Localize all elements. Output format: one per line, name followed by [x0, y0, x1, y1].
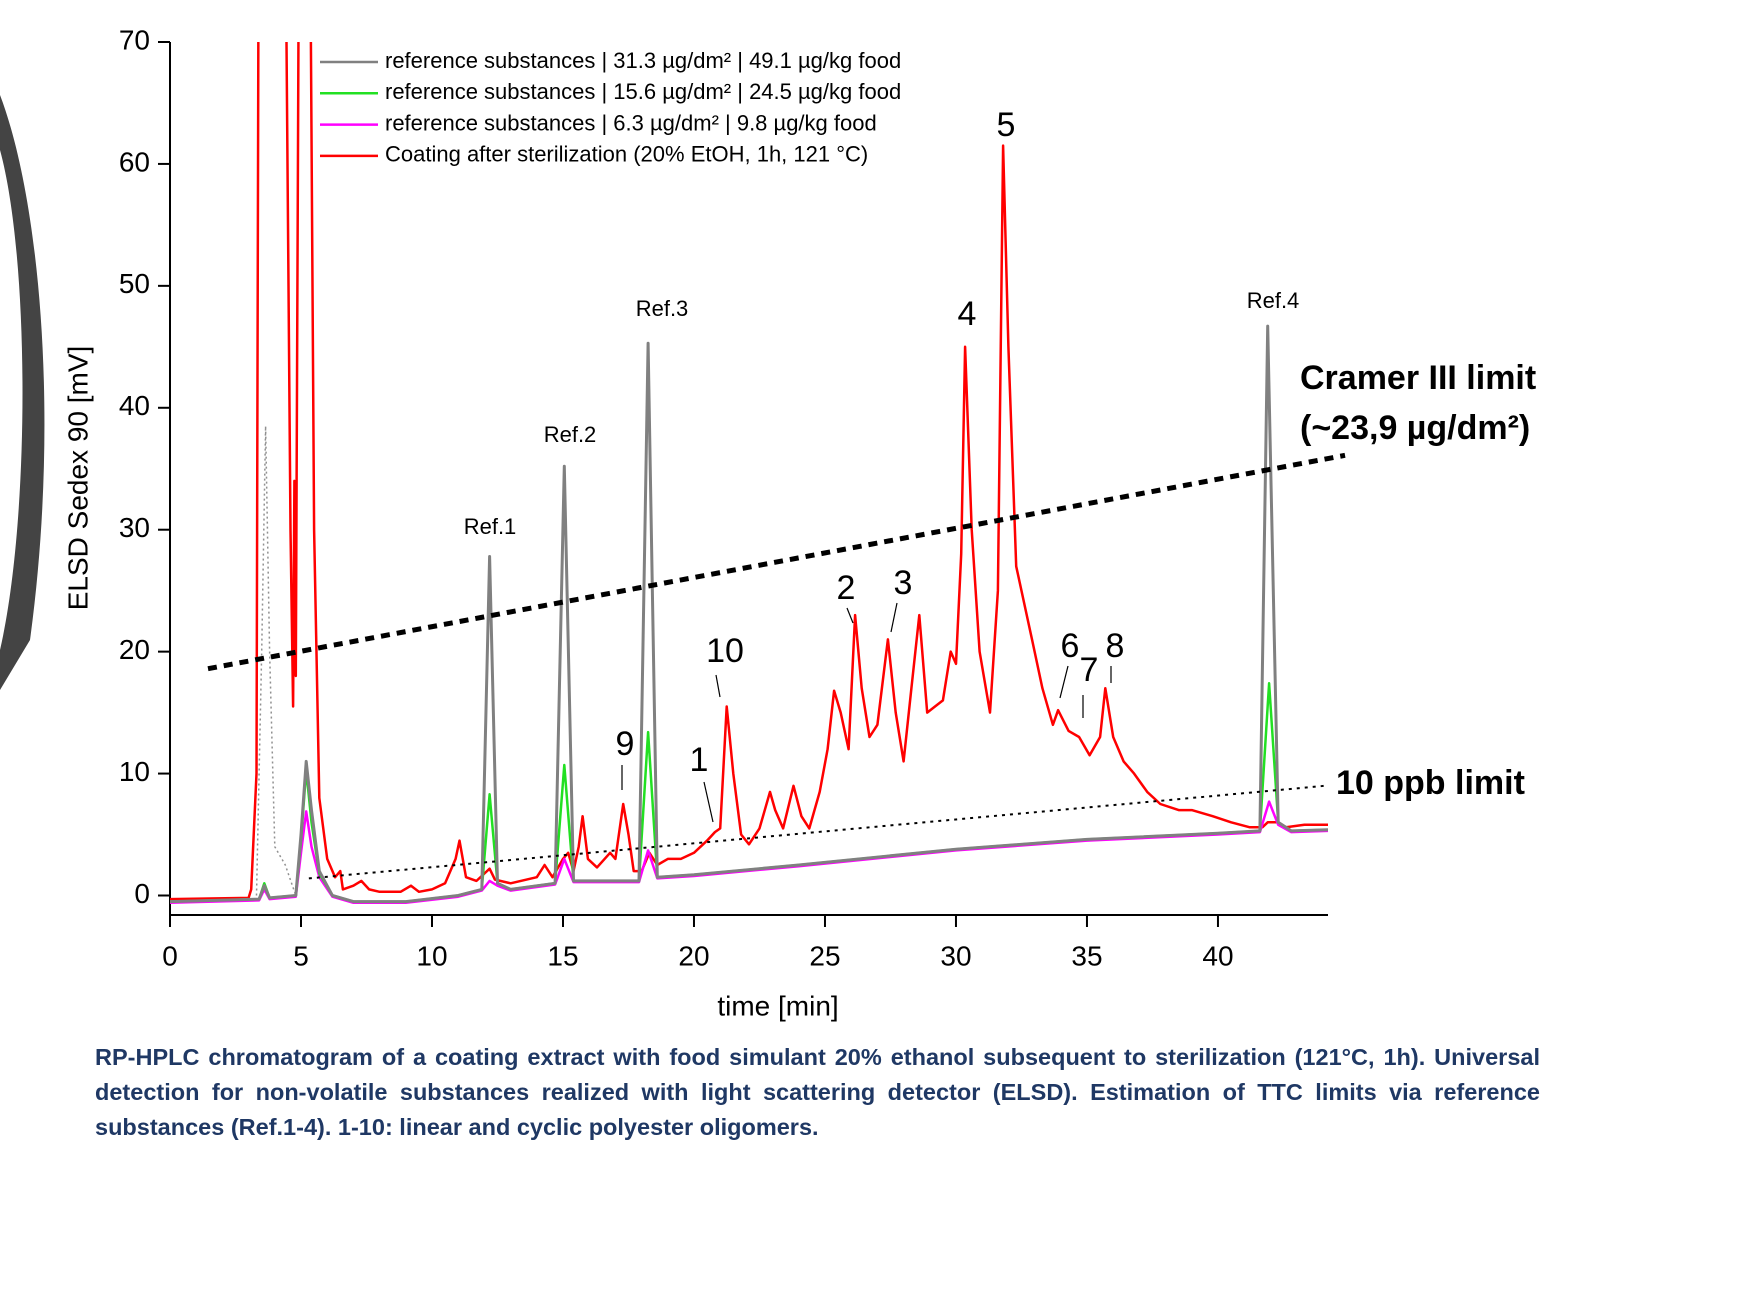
peak-label: 3	[894, 564, 913, 602]
series-line	[170, 324, 1328, 904]
x-tick-label: 20	[678, 940, 709, 971]
series-line	[170, 42, 1328, 901]
x-tick-label: 35	[1071, 940, 1102, 971]
peak-label: 7	[1080, 651, 1099, 689]
x-tick-label: 5	[293, 940, 309, 971]
background-arc	[0, 95, 45, 690]
y-tick-label: 50	[119, 268, 150, 299]
peak-label: Ref.2	[544, 422, 597, 447]
y-axis-label: ELSD Sedex 90 [mV]	[62, 346, 93, 611]
leader-line	[715, 674, 721, 698]
x-tick-label: 15	[547, 940, 578, 971]
legend-label: reference substances | 15.6 µg/dm² | 24.…	[385, 79, 901, 104]
limit-line	[308, 784, 1326, 880]
x-tick-label: 30	[940, 940, 971, 971]
peak-label: 5	[997, 106, 1016, 144]
limit-line	[207, 452, 1346, 672]
x-tick-label: 0	[162, 940, 178, 971]
peak-label: 9	[616, 725, 635, 763]
peak-label: 10	[706, 632, 744, 670]
peak-label: Ref.1	[464, 514, 517, 539]
peak-label: Ref.3	[636, 296, 689, 321]
y-tick-label: 30	[119, 512, 150, 543]
peak-label: 8	[1106, 627, 1125, 665]
y-tick-label: 10	[119, 756, 150, 787]
y-tick-label: 60	[119, 146, 150, 177]
legend-label: Coating after sterilization (20% EtOH, 1…	[385, 142, 868, 167]
leader-line	[703, 781, 714, 823]
peak-label: Ref.4	[1247, 288, 1300, 313]
y-tick-label: 40	[119, 390, 150, 421]
peak-label: 1	[690, 741, 709, 779]
chart: ELSD Sedex 90 [mV] time [min] 0 5 10 15 20 25…	[0, 24, 1536, 1021]
peak-label: 6	[1061, 627, 1080, 665]
peak-label: 2	[837, 569, 856, 607]
limit-label: 10 ppb limit	[1336, 764, 1525, 802]
peak-label: 4	[958, 295, 977, 333]
limit-label: (~23,9 µg/dm²)	[1300, 409, 1530, 447]
leader-line	[846, 607, 854, 624]
series-line	[255, 425, 297, 896]
y-tick-label: 70	[119, 24, 150, 55]
legend-label: reference substances | 6.3 µg/dm² | 9.8 …	[385, 110, 877, 135]
caption: RP-HPLC chromatogram of a coating extrac…	[95, 1044, 1540, 1140]
x-tick-label: 10	[416, 940, 447, 971]
leader-line	[890, 602, 898, 633]
x-tick-label: 25	[809, 940, 840, 971]
leader-line	[1059, 665, 1069, 699]
x-axis-label: time [min]	[717, 990, 838, 1021]
plot-area	[170, 42, 1328, 905]
y-tick-label: 0	[134, 878, 150, 909]
legend-label: reference substances | 31.3 µg/dm² | 49.…	[385, 48, 901, 73]
x-tick-label: 40	[1202, 940, 1233, 971]
y-tick-label: 20	[119, 634, 150, 665]
limit-label: Cramer III limit	[1300, 359, 1536, 397]
